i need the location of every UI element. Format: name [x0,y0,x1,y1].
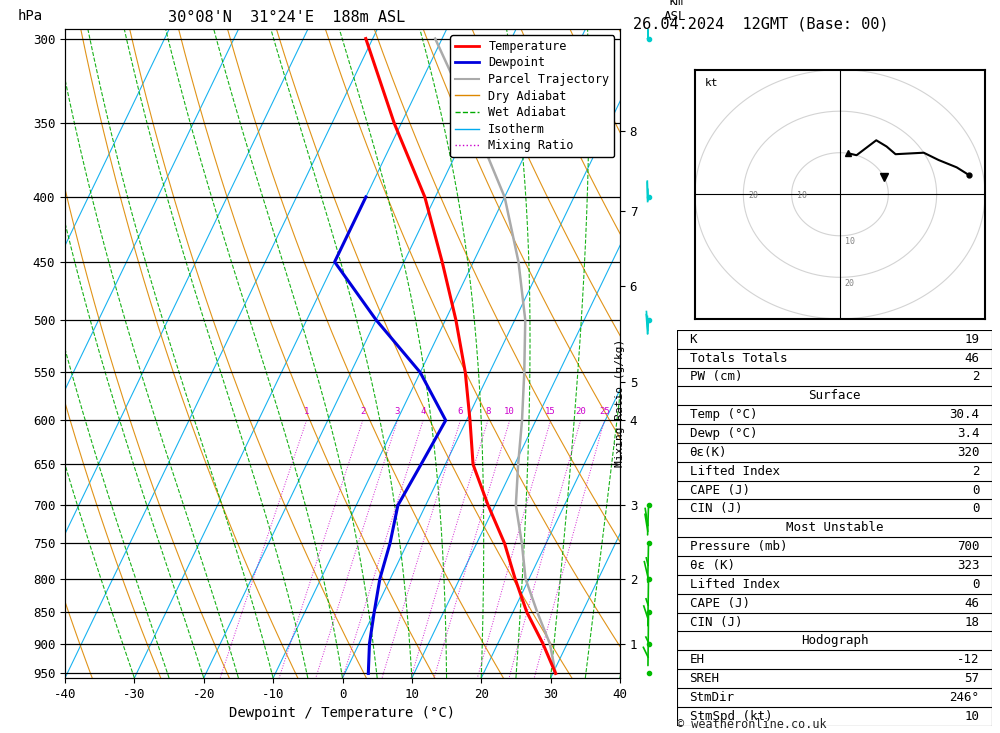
Text: 2: 2 [972,465,979,478]
Text: Temp (°C): Temp (°C) [690,408,757,421]
Text: Totals Totals: Totals Totals [690,352,787,364]
Text: kt: kt [705,78,718,88]
Text: km
ASL: km ASL [664,0,687,23]
Text: 320: 320 [957,446,979,459]
Text: 20: 20 [845,279,855,287]
Text: 2: 2 [360,407,365,416]
Text: 10: 10 [964,710,979,723]
Text: 15: 15 [545,407,556,416]
Text: θε (K): θε (K) [690,559,735,572]
Text: 0: 0 [972,502,979,515]
Text: 4: 4 [420,407,426,416]
Text: 19: 19 [964,333,979,346]
Text: Surface: Surface [808,389,861,402]
Text: 3: 3 [395,407,400,416]
Text: Most Unstable: Most Unstable [786,521,883,534]
Text: 323: 323 [957,559,979,572]
Text: © weatheronline.co.uk: © weatheronline.co.uk [677,718,827,731]
Text: θε(K): θε(K) [690,446,727,459]
Text: SREH: SREH [690,672,720,685]
Text: 46: 46 [964,352,979,364]
Text: CIN (J): CIN (J) [690,616,742,628]
Text: CAPE (J): CAPE (J) [690,597,750,610]
X-axis label: Dewpoint / Temperature (°C): Dewpoint / Temperature (°C) [229,707,456,721]
Text: hPa: hPa [18,9,43,23]
Text: 3.4: 3.4 [957,427,979,440]
Text: 10: 10 [796,191,806,200]
Legend: Temperature, Dewpoint, Parcel Trajectory, Dry Adiabat, Wet Adiabat, Isotherm, Mi: Temperature, Dewpoint, Parcel Trajectory… [450,35,614,157]
Text: PW (cm): PW (cm) [690,370,742,383]
Text: 57: 57 [964,672,979,685]
Text: 18: 18 [964,616,979,628]
Text: 700: 700 [957,540,979,553]
Title: 30°08'N  31°24'E  188m ASL: 30°08'N 31°24'E 188m ASL [168,10,406,26]
Text: StmDir: StmDir [690,691,735,704]
Text: CIN (J): CIN (J) [690,502,742,515]
Text: Mixing Ratio (g/kg): Mixing Ratio (g/kg) [615,339,625,467]
Text: 30.4: 30.4 [949,408,979,421]
Text: 20: 20 [575,407,586,416]
Text: 46: 46 [964,597,979,610]
Text: K: K [690,333,697,346]
Text: 1: 1 [304,407,309,416]
Text: EH: EH [690,653,705,666]
Text: 246°: 246° [949,691,979,704]
Text: Lifted Index: Lifted Index [690,465,780,478]
Text: 20: 20 [748,191,758,200]
Text: Hodograph: Hodograph [801,634,868,647]
Text: 26.04.2024  12GMT (Base: 00): 26.04.2024 12GMT (Base: 00) [633,16,889,31]
Text: 8: 8 [485,407,491,416]
Text: Lifted Index: Lifted Index [690,578,780,591]
Text: 0: 0 [972,484,979,496]
Text: 6: 6 [458,407,463,416]
Text: CAPE (J): CAPE (J) [690,484,750,496]
Text: 25: 25 [599,407,610,416]
Text: 0: 0 [972,578,979,591]
Text: Dewp (°C): Dewp (°C) [690,427,757,440]
Text: 2: 2 [972,370,979,383]
Text: 10: 10 [504,407,515,416]
Text: Pressure (mb): Pressure (mb) [690,540,787,553]
Text: 10: 10 [845,237,855,246]
Text: -12: -12 [957,653,979,666]
Text: StmSpd (kt): StmSpd (kt) [690,710,772,723]
